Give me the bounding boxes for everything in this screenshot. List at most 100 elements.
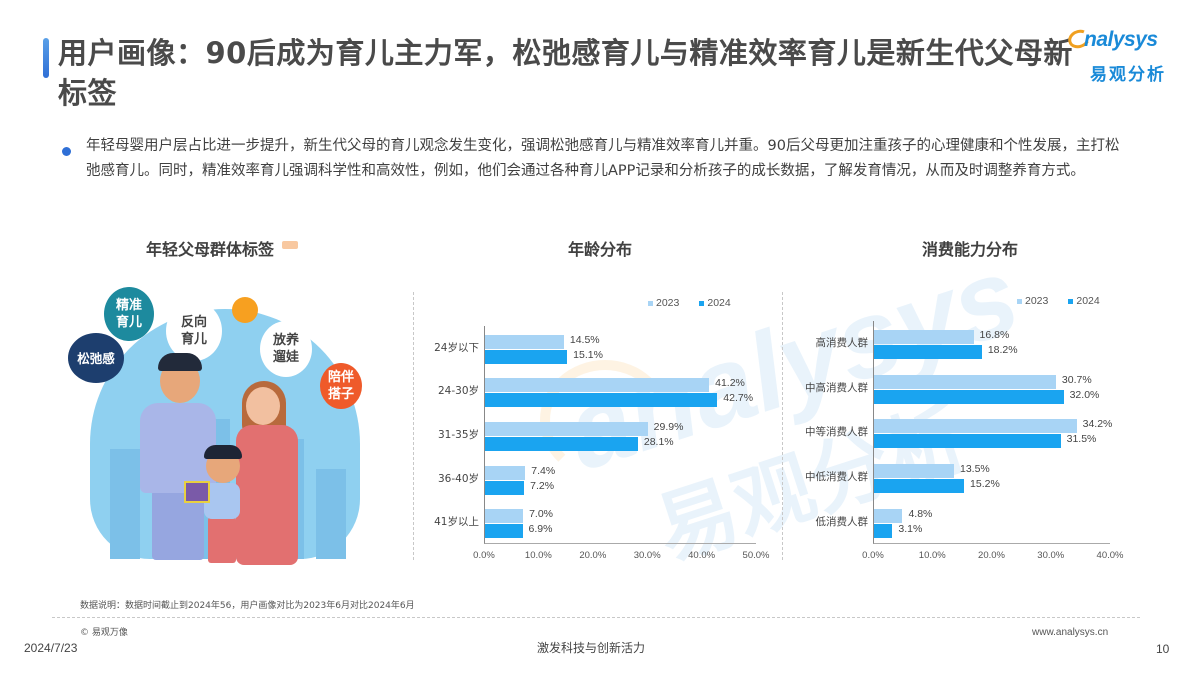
balloon-icon: [232, 297, 258, 323]
legend-item: 2024: [1068, 295, 1100, 307]
bar-2024: [874, 434, 1061, 449]
value-label: 34.2%: [1082, 418, 1113, 431]
bar-2023: [485, 378, 710, 393]
legend-label: 2023: [1025, 295, 1049, 307]
value-label: 41.2%: [715, 377, 745, 390]
separator: [782, 292, 783, 560]
chart-row: 中等消费人群 34.2% 31.5%: [805, 410, 1113, 455]
value-label: 7.2%: [530, 479, 555, 492]
value-label: 7.0%: [529, 508, 554, 521]
separator: [413, 292, 414, 560]
illustration-title: 年轻父母群体标签: [145, 240, 274, 259]
footer-date: 2024/7/23: [24, 641, 78, 655]
chart-row: 41岁以上 7.0% 6.9%: [434, 500, 756, 544]
bar-2023: [874, 419, 1077, 434]
legend-swatch-icon: [1017, 298, 1022, 304]
age-chart-title: 年龄分布: [567, 240, 632, 259]
bullet-icon: [62, 147, 71, 156]
value-label: 29.9%: [653, 420, 684, 433]
bar-2023: [485, 509, 524, 524]
family-illustration: 精准 育儿 反向 育儿 松弛感 放养 遛娃 陪伴 搭子: [60, 285, 390, 585]
dad-hair: [158, 353, 202, 371]
tag-bubble: 松弛感: [68, 333, 124, 383]
tag-bubble: 放养 遛娃: [260, 321, 312, 377]
kid-hair: [204, 445, 242, 459]
building: [316, 469, 346, 559]
bar-2024: [874, 389, 1064, 404]
chart-row: 31-35岁 29.9% 28.1%: [438, 413, 756, 457]
legend-item: 2023: [1017, 295, 1048, 307]
x-tick-label: 20.0%: [978, 550, 1005, 561]
tag-text: 放养 遛娃: [272, 333, 299, 365]
value-label: 3.1%: [898, 522, 923, 535]
building: [110, 449, 140, 559]
copyright: © 易观万像: [80, 628, 128, 638]
category-label: 36-40岁: [437, 472, 479, 485]
mom-head: [246, 387, 280, 425]
value-label: 30.7%: [1061, 373, 1092, 386]
legend-swatch-icon: [1068, 298, 1074, 304]
legend-label: 2023: [656, 297, 680, 309]
tag-bubble: 陪伴 搭子: [320, 363, 362, 409]
logo-text-en: nalysys: [1084, 28, 1158, 51]
legend-label: 2024: [707, 297, 731, 309]
plot-area: 高消费人群 16.8% 18.2% 中高消费人群 30.7% 32.0% 中等消费人群 34.…: [805, 321, 1113, 544]
category-label: 24岁以下: [434, 341, 479, 354]
bar-2024: [485, 393, 718, 408]
x-tick-label: 0.0%: [862, 550, 884, 561]
chart-row: 24-30岁 41.2% 42.7%: [438, 370, 756, 414]
logo-text-cn: 易观分析: [1090, 65, 1166, 85]
bar-2024: [485, 349, 568, 364]
chart-row: 高消费人群 16.8% 18.2%: [816, 321, 1110, 366]
consumption-chart-title: 消费能力分布: [921, 240, 1018, 259]
bar-2023: [485, 334, 564, 349]
category-label: 高消费人群: [815, 337, 869, 350]
bar-2024: [874, 523, 893, 538]
value-label: 15.2%: [970, 478, 1000, 491]
value-label: 31.5%: [1066, 433, 1097, 446]
bar-2023: [874, 464, 954, 479]
tag-text: 松弛感: [77, 350, 115, 366]
category-label: 41岁以上: [434, 516, 479, 529]
chart-row: 24岁以下 14.5% 15.1%: [434, 326, 756, 370]
website-link[interactable]: www.analysys.cn: [1032, 627, 1109, 638]
category-label: 24-30岁: [437, 385, 479, 398]
x-tick-label: 0.0%: [473, 550, 495, 561]
value-label: 13.5%: [959, 463, 990, 476]
value-label: 7.4%: [531, 464, 556, 477]
kid-legs: [208, 517, 236, 563]
gift-box-icon: [184, 481, 210, 503]
tag-text: 精准 育儿: [115, 298, 142, 330]
value-label: 28.1%: [643, 435, 674, 448]
page-title: 用户画像：90后成为育儿主力军，松弛感育儿与精准效率育儿是新生代父母新标签: [58, 36, 1073, 110]
bar-2023: [485, 421, 648, 436]
value-label: 32.0%: [1069, 388, 1100, 401]
category-label: 中等消费人群: [805, 426, 868, 439]
value-label: 16.8%: [979, 329, 1010, 342]
category-label: 中低消费人群: [805, 471, 868, 484]
value-label: 4.8%: [908, 507, 933, 520]
plot-area: 24岁以下 14.5% 15.1% 24-30岁 41.2% 42.7% 31-35岁 29.…: [434, 326, 756, 544]
page-number: 10: [1156, 642, 1170, 656]
chart-row: 低消费人群 4.8% 3.1%: [816, 499, 1110, 544]
bar-2024: [874, 345, 982, 360]
x-tick-label: 10.0%: [524, 550, 552, 561]
bar-2023: [485, 465, 526, 480]
legend-swatch-icon: [648, 300, 653, 306]
tag-bubble: 精准 育儿: [104, 287, 154, 341]
title-accent-bar: [43, 38, 49, 78]
legend-item: 2024: [699, 297, 731, 309]
footer-divider: [52, 617, 1140, 618]
mom-figure: [236, 425, 298, 565]
bar-2023: [874, 508, 903, 523]
bar-2024: [485, 436, 638, 451]
x-tick-label: 40.0%: [1096, 550, 1124, 561]
value-label: 42.7%: [723, 392, 754, 405]
bar-2023: [874, 374, 1056, 389]
value-label: 18.2%: [987, 344, 1018, 357]
tag-text: 陪伴 搭子: [327, 370, 354, 402]
title-decoration: [282, 241, 298, 249]
tag-bubble: 反向 育儿: [166, 301, 222, 361]
bar-2023: [874, 330, 974, 345]
value-label: 6.9%: [528, 523, 553, 536]
